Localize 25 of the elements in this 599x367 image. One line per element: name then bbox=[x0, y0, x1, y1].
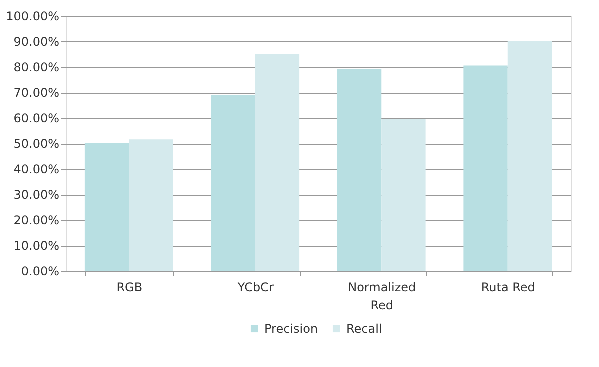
bar bbox=[464, 66, 508, 271]
y-tick-label: 70.00% bbox=[14, 86, 60, 100]
y-tick-label: 0.00% bbox=[21, 264, 60, 278]
x-tick-label: Normalized Red bbox=[348, 280, 416, 312]
bar bbox=[337, 70, 382, 271]
y-tick-label: 90.00% bbox=[14, 35, 60, 49]
y-tick-label: 100.00% bbox=[6, 10, 60, 24]
y-tick-label: 80.00% bbox=[14, 60, 60, 74]
bar bbox=[382, 119, 426, 271]
x-tick-label: Ruta Red bbox=[481, 280, 536, 294]
y-tick-label: 20.00% bbox=[14, 214, 60, 228]
y-tick-label: 40.00% bbox=[14, 162, 60, 176]
x-tick-label: RGB bbox=[116, 280, 143, 294]
y-tick-label: 10.00% bbox=[14, 239, 60, 253]
legend-label: Recall bbox=[346, 322, 382, 336]
y-tick-label: 60.00% bbox=[14, 112, 60, 126]
bar bbox=[129, 140, 174, 271]
bar bbox=[508, 42, 552, 271]
bar bbox=[255, 54, 300, 271]
legend-label: Precision bbox=[264, 322, 318, 336]
y-tick-label: 50.00% bbox=[14, 137, 60, 151]
bar bbox=[84, 144, 130, 271]
bar bbox=[211, 95, 256, 271]
y-tick-label: 30.00% bbox=[14, 188, 60, 202]
x-tick-label: YCbCr bbox=[236, 280, 274, 294]
